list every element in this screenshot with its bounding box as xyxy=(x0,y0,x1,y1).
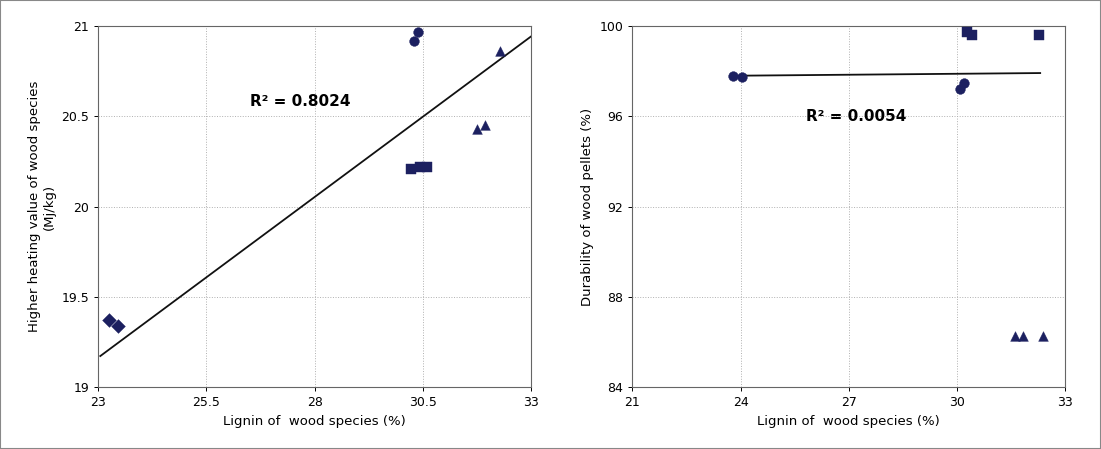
Point xyxy=(1031,31,1048,39)
Point xyxy=(1006,333,1024,340)
Point xyxy=(402,165,419,172)
Text: R² = 0.8024: R² = 0.8024 xyxy=(250,94,350,110)
Point xyxy=(418,163,436,171)
Point xyxy=(476,122,493,129)
Point xyxy=(1014,333,1032,340)
Point xyxy=(405,37,423,44)
Point xyxy=(1034,333,1051,340)
Point xyxy=(959,28,977,35)
Point xyxy=(963,31,981,39)
Y-axis label: Higher heating value of wood species
(Mj/kg): Higher heating value of wood species (Mj… xyxy=(28,81,56,332)
Y-axis label: Durability of wood pellets (%): Durability of wood pellets (%) xyxy=(581,108,593,306)
Point xyxy=(109,322,127,330)
Point xyxy=(100,317,118,324)
X-axis label: Lignin of  wood species (%): Lignin of wood species (%) xyxy=(224,415,406,428)
Point xyxy=(468,125,486,132)
Point xyxy=(408,28,426,35)
Point xyxy=(733,73,751,80)
Point xyxy=(491,48,509,55)
Point xyxy=(955,79,972,86)
Point xyxy=(411,163,428,171)
Point xyxy=(951,86,969,93)
Text: R² = 0.0054: R² = 0.0054 xyxy=(806,109,906,124)
X-axis label: Lignin of  wood species (%): Lignin of wood species (%) xyxy=(757,415,940,428)
Point xyxy=(724,72,742,79)
